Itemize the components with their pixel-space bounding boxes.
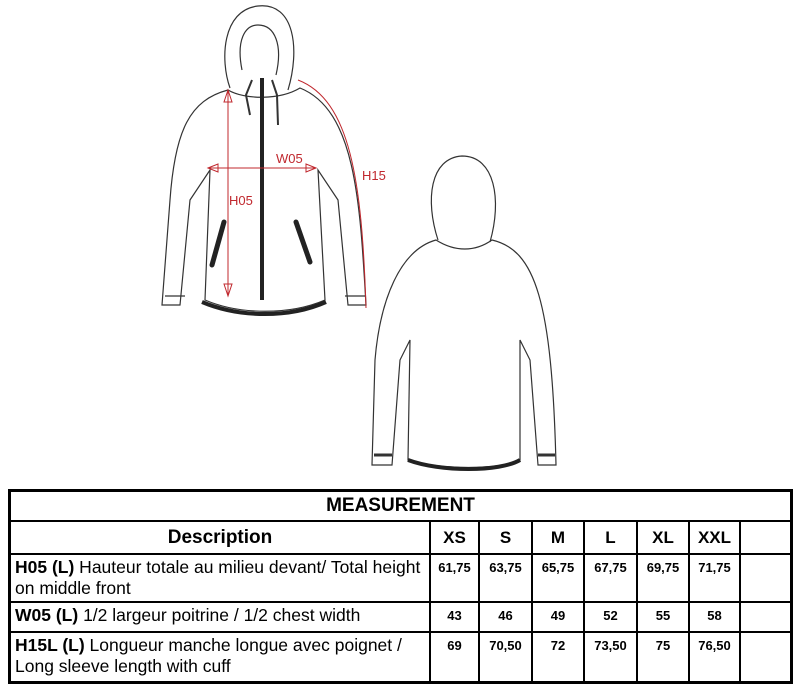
back-body xyxy=(371,239,557,469)
cell-value: 49 xyxy=(531,601,585,633)
dimension-lines xyxy=(206,79,367,309)
cell-value: 63,75 xyxy=(478,553,533,603)
cell-value: 43 xyxy=(429,601,480,633)
pocket-right xyxy=(293,219,313,265)
cell-value: 58 xyxy=(688,601,741,633)
table-title: MEASUREMENT xyxy=(8,489,793,522)
row-text: 1/2 largeur poitrine / 1/2 chest width xyxy=(78,605,361,625)
cell-value: 69,75 xyxy=(636,553,690,603)
hoodie-back-view xyxy=(371,155,557,471)
row-code: H15L (L) xyxy=(15,635,85,655)
cell-value xyxy=(739,601,793,633)
row-code: W05 (L) xyxy=(15,605,79,625)
table-row: H15L (L) Longueur manche longue avec poi… xyxy=(8,631,793,683)
hoodie-front-view xyxy=(161,5,367,316)
cell-value: 46 xyxy=(478,601,533,633)
cell-value: 76,50 xyxy=(688,631,741,683)
row-description: H05 (L) Hauteur totale au milieu devant/… xyxy=(8,553,431,603)
h15-label: H15 xyxy=(362,168,386,183)
size-header xyxy=(739,520,793,555)
size-header: XS xyxy=(429,520,480,555)
front-body xyxy=(161,87,367,312)
table-row: H05 (L) Hauteur totale au milieu devant/… xyxy=(8,553,793,603)
size-header: L xyxy=(583,520,638,555)
back-hood xyxy=(430,155,497,243)
size-header: S xyxy=(478,520,533,555)
pocket-left xyxy=(209,219,227,268)
h05-label: H05 xyxy=(229,193,253,208)
cell-value: 70,50 xyxy=(478,631,533,683)
measurement-table: MEASUREMENT Description XS S M L XL XXL … xyxy=(8,489,793,684)
cell-value xyxy=(739,553,793,603)
w05-label: W05 xyxy=(276,151,303,166)
cell-value: 52 xyxy=(583,601,638,633)
size-header: XXL xyxy=(688,520,741,555)
back-hem xyxy=(407,458,522,471)
size-header: M xyxy=(531,520,585,555)
cell-value: 73,50 xyxy=(583,631,638,683)
row-text: Longueur manche longue avec poignet / Lo… xyxy=(15,635,402,676)
cell-value: 71,75 xyxy=(688,553,741,603)
cell-value: 69 xyxy=(429,631,480,683)
cell-value: 72 xyxy=(531,631,585,683)
table-header-row: Description XS S M L XL XXL xyxy=(8,520,793,555)
front-hood xyxy=(224,5,295,91)
h15-arrow xyxy=(297,79,367,309)
row-description: W05 (L) 1/2 largeur poitrine / 1/2 chest… xyxy=(8,601,431,633)
front-hood-inner xyxy=(239,24,280,76)
description-header: Description xyxy=(8,520,431,555)
row-description: H15L (L) Longueur manche longue avec poi… xyxy=(8,631,431,683)
drawstring-right xyxy=(271,79,279,126)
table-row: W05 (L) 1/2 largeur poitrine / 1/2 chest… xyxy=(8,601,793,633)
cell-value: 65,75 xyxy=(531,553,585,603)
drawstring-left xyxy=(244,79,253,116)
hoodie-technical-drawings: W05 H05 H15 xyxy=(161,5,557,471)
row-code: H05 (L) xyxy=(15,557,75,577)
cell-value: 67,75 xyxy=(583,553,638,603)
row-text: Hauteur totale au milieu devant/ Total h… xyxy=(15,557,421,598)
size-header: XL xyxy=(636,520,690,555)
cell-value: 55 xyxy=(636,601,690,633)
front-hem xyxy=(201,300,327,316)
cell-value: 61,75 xyxy=(429,553,480,603)
cell-value: 75 xyxy=(636,631,690,683)
cell-value xyxy=(739,631,793,683)
